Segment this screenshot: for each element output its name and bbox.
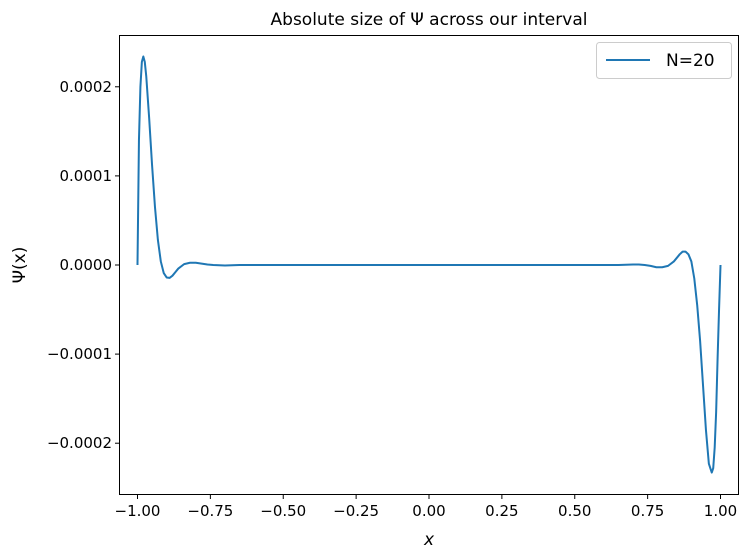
x-axis-ticks: −1.00 −0.75 −0.50 −0.25 0.00 0.25 0.50 0.75 1.00 bbox=[115, 494, 737, 520]
x-tick-label: 1.00 bbox=[704, 502, 737, 520]
x-tick-label: 0.75 bbox=[631, 502, 664, 520]
chart-title: Absolute size of Ψ across our interval bbox=[271, 10, 588, 30]
x-tick-label: 0.00 bbox=[412, 502, 445, 520]
legend: N=20 bbox=[596, 42, 732, 79]
x-axis-title: x bbox=[423, 530, 435, 550]
x-tick-label: −1.00 bbox=[115, 502, 161, 520]
y-tick-label: 0.0001 bbox=[60, 167, 113, 185]
legend-frame bbox=[596, 42, 732, 79]
y-tick-label: −0.0001 bbox=[47, 345, 112, 363]
x-tick-label: −0.50 bbox=[260, 502, 306, 520]
plot-lines bbox=[136, 55, 722, 474]
x-tick-label: 0.25 bbox=[485, 502, 518, 520]
y-tick-label: 0.0000 bbox=[60, 256, 113, 274]
series-line-0 bbox=[136, 55, 722, 474]
y-axis-ticks: 0.0002 0.0001 0.0000 −0.0001 −0.0002 bbox=[47, 78, 120, 452]
x-tick-label: 0.50 bbox=[558, 502, 591, 520]
y-tick-label: 0.0002 bbox=[60, 78, 113, 96]
legend-label: N=20 bbox=[666, 51, 715, 71]
x-tick-label: −0.25 bbox=[333, 502, 379, 520]
x-tick-label: −0.75 bbox=[187, 502, 233, 520]
y-tick-label: −0.0002 bbox=[47, 434, 112, 452]
y-axis-title: Ψ(x) bbox=[10, 247, 30, 284]
